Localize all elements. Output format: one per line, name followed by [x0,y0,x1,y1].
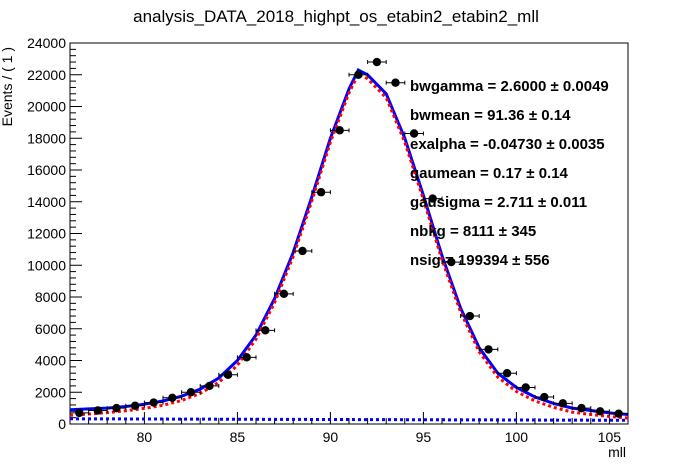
data-marker [93,406,103,415]
data-marker [316,188,326,197]
fit-curves [69,67,629,422]
fit-parameter-gausigma: gausigma = 2.711 ± 0.011 [410,194,587,211]
y-tick-label: 2000 [35,384,66,400]
total-fit-curve [69,67,629,416]
data-marker [372,57,382,67]
data-marker [223,370,233,379]
data-point [143,398,164,407]
data-point [515,383,536,392]
data-point [69,408,90,418]
fit-parameter-bwmean: bwmean = 91.36 ± 0.14 [410,107,571,124]
data-marker [391,78,400,87]
data-point [311,188,331,197]
y-tick-label: 20000 [27,99,66,115]
data-point [478,345,499,354]
data-point [553,399,573,408]
y-tick-label: 8000 [35,289,66,305]
data-marker [447,257,456,267]
x-tick-label: 100 [505,429,529,445]
x-tick-label: 105 [598,429,622,445]
data-marker [168,393,177,403]
data-marker [540,392,549,402]
data-point [590,407,610,416]
chart-title: analysis_DATA_2018_highpt_os_etabin2_eta… [133,7,539,26]
y-tick-label: 12000 [27,226,66,242]
data-marker [75,408,84,418]
data-point [571,403,592,413]
data-marker [409,129,419,138]
data-marker [577,403,586,413]
data-point [385,78,406,87]
data-marker [205,381,214,391]
y-tick-label: 0 [58,416,66,432]
data-point [106,403,127,413]
data-point [236,353,257,362]
data-point [608,409,629,418]
x-tick-label: 80 [137,429,153,445]
data-marker [521,383,530,392]
data-marker [558,399,568,408]
fit-parameters-box: bwgamma = 2.6000 ± 0.0049 bwmean = 91.36 … [410,78,609,269]
data-marker [261,326,270,335]
data-point [181,388,201,397]
y-tick-label: 22000 [27,67,66,83]
data-marker [335,126,344,135]
fit-parameter-exalpha: exalpha = -0.04730 ± 0.0035 [410,136,605,153]
data-point [329,126,350,135]
x-tick-label: 90 [323,429,339,445]
data-marker [465,311,475,321]
data-point [274,289,294,299]
y-tick-label: 16000 [27,162,66,178]
data-marker [428,194,437,203]
signal-component-curve [69,71,629,420]
data-point [497,369,517,378]
y-tick-label: 4000 [35,353,66,369]
data-marker [130,401,140,410]
y-tick-label: 6000 [35,321,66,337]
plot-frame [69,42,629,425]
data-point [292,246,313,256]
data-marker [354,70,363,79]
x-tick-label: 95 [416,429,432,445]
y-tick-label: 10000 [27,257,66,273]
data-point [255,326,276,335]
data-point [404,129,424,138]
x-tick-label: 85 [230,429,246,445]
data-marker [149,398,158,407]
data-marker [502,369,512,378]
data-point [460,311,480,321]
data-marker [614,409,623,418]
x-axis: 80 85 90 95 100 105 [69,412,629,445]
fit-parameter-nsig: nsig = 199394 ± 556 [410,252,550,269]
data-marker [242,353,251,362]
data-point [422,194,443,203]
data-marker [112,403,121,413]
data-marker [484,345,493,354]
data-point [218,370,238,379]
fit-parameter-bwgamma: bwgamma = 2.6000 ± 0.0049 [410,78,609,95]
y-axis-title: Events / ( 1 ) [0,47,15,126]
y-tick-label: 18000 [27,130,66,146]
data-point [441,257,462,267]
y-axis: 0 2000 4000 6000 8000 10000 12000 14000 16000 180… [27,35,82,432]
data-marker [595,407,605,416]
y-tick-label: 24000 [27,35,66,51]
fit-parameter-gaumean: gaumean = 0.17 ± 0.14 [410,165,569,182]
data-point [199,381,220,391]
data-marker [186,388,196,397]
x-axis-title: mll [608,444,626,460]
data-point [367,57,387,67]
data-marker [298,246,307,256]
y-tick-label: 14000 [27,194,66,210]
data-point [125,401,145,410]
data-point [162,393,183,403]
data-marker [279,289,289,299]
data-point [348,70,369,79]
data-points [69,57,629,418]
fit-parameter-nbkg: nbkg = 8111 ± 345 [410,223,536,240]
data-point [534,392,555,402]
